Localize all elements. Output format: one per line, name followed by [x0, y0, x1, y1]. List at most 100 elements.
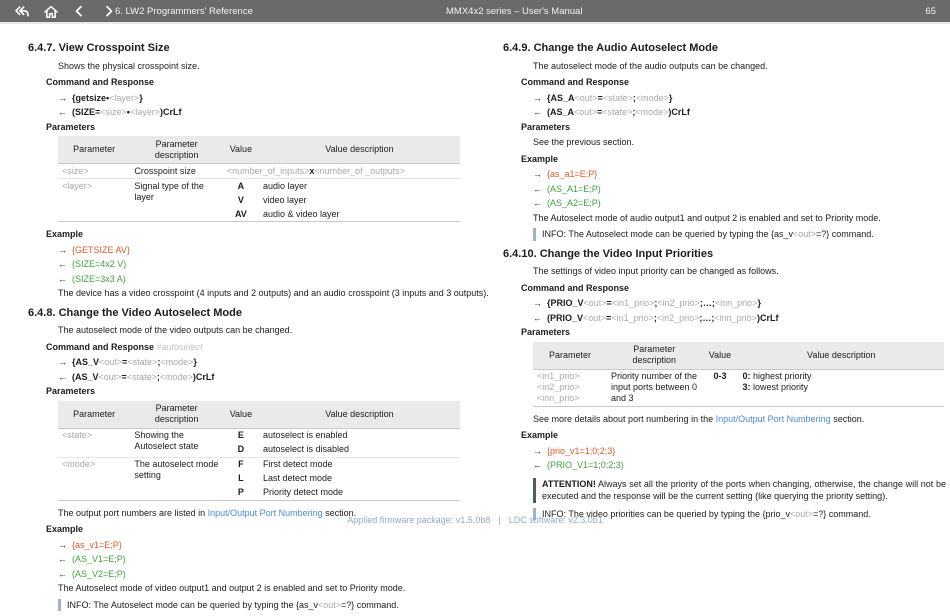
section-number: 6.4.9. [503, 42, 531, 54]
text-segment: • [126, 107, 130, 117]
text-segment: Always set all the priority of the ports… [542, 478, 946, 502]
autoselect-parameters-table: Parameter Parameter description Value Va… [58, 400, 460, 501]
param-desc-cell: Showing the Autoselect state [134, 430, 199, 451]
example-sent-line: → {GETSIZE AV} [58, 244, 462, 257]
value-cell: D [237, 444, 245, 454]
col-header-value-description: Value description [738, 341, 944, 370]
text-segment: ; [654, 298, 658, 308]
value-desc-cell: audio & video layer [262, 208, 340, 219]
text-segment: x [309, 165, 315, 176]
text-segment: <out> [99, 357, 123, 367]
text-segment: <out> [574, 107, 598, 117]
value-cell: A [222, 178, 259, 193]
text-segment: =?} command. [341, 599, 399, 610]
text-segment: <out> [318, 599, 342, 610]
example-received-line: ← (PRIO_V1=1;0;2;3) [533, 459, 946, 472]
text-segment: <in1_prio> [611, 298, 655, 308]
text-segment: } [668, 92, 673, 103]
text-segment: <layer> [109, 92, 140, 103]
inline-link[interactable]: Input/Output Port Numbering [207, 507, 323, 518]
command-line: → {PRIO_V<out>=<in1_prio>;<in2_prio>;…;<i… [533, 297, 946, 310]
hashtag-autoselect: #autoselect [156, 341, 203, 352]
command-syntax: {AS_V<out>=<state>;<mode>} [72, 357, 197, 367]
text-segment: <mode> [635, 92, 669, 103]
col-header-parameter: Parameter [533, 341, 607, 370]
sent-command-text: {GETSIZE AV} [72, 244, 130, 255]
example-sent-line: → {as_a1=E;P} [533, 168, 946, 181]
value-cell: P [237, 487, 244, 497]
info-bar [533, 228, 536, 241]
text-segment: 0: [742, 371, 751, 381]
arrow-right-icon: → [533, 298, 542, 308]
example-sent-line: → {as_v1=E;P} [58, 539, 462, 552]
param-cell: <in1_prio> <in2_prio> <inn_prio> [533, 369, 607, 406]
text-segment: =?} command. [813, 508, 871, 519]
section-title: Change the Video Input Priorities [539, 247, 714, 260]
param-cell: <layer> [58, 178, 131, 222]
section-number: 6.4.8. [28, 306, 56, 319]
value-desc-cell: Last detect mode [262, 473, 333, 483]
arrow-left-icon: ← [533, 312, 542, 323]
previous-page-icon[interactable] [72, 4, 88, 20]
home-icon[interactable] [43, 4, 59, 20]
sent-command-text: {as_v1=E;P} [72, 539, 122, 550]
footer-software-version: LDC software: v2.3.0b1 [508, 514, 603, 525]
text-segment: <out> [793, 229, 817, 239]
sent-command-text: {as_a1=E;P} [547, 169, 598, 179]
section-heading-648: 6.4.8. Change the Video Autoselect Mode [28, 307, 462, 320]
port-numbering-note: The output port numbers are listed in In… [58, 507, 462, 520]
col-header-value: Value [222, 136, 259, 164]
info-bar [533, 507, 536, 520]
example-received-line: ← (AS_V1=E;P) [58, 553, 462, 566]
text-segment: <out> [98, 371, 122, 382]
text-segment: <inn_prio> [714, 298, 758, 308]
footer-firmware-version: Applied firmware package: v1.5.0b8 [347, 514, 491, 525]
command-line: → {AS_V<out>=<state>;<mode>} [58, 356, 462, 369]
value-desc-line: 0: highest priority [742, 371, 940, 382]
value-desc-cell: autoselect is disabled [262, 444, 350, 454]
received-response-text: (PRIO_V1=1;0;2;3) [547, 460, 624, 470]
next-page-icon[interactable] [101, 4, 117, 20]
example-explanation: The Autoselect mode of video output1 and… [58, 583, 406, 593]
back-to-toc-icon[interactable] [14, 4, 30, 20]
text-segment: <state> [127, 357, 158, 367]
left-column: 6.4.7. View Crosspoint Size Shows the ph… [28, 42, 489, 616]
arrow-right-icon: → [58, 357, 67, 367]
value-desc-cell: video layer [262, 194, 307, 205]
col-header-value-description: Value description [258, 400, 460, 429]
received-response-text: (AS_A1=E;P) [547, 183, 601, 194]
section-number: 6.4.7. [28, 42, 56, 54]
arrow-left-icon: ← [58, 273, 67, 284]
viewer-topbar: 6. LW2 Programmers' Reference MMX4x2 ser… [0, 0, 950, 24]
text-segment: )CrLf [159, 107, 182, 117]
text-segment: <layer> [129, 107, 160, 117]
arrow-left-icon: ← [533, 107, 542, 117]
col-header-value-description: Value description [258, 136, 460, 164]
text-segment: ;…; [699, 312, 715, 323]
port-numbering-note: See more details about port numbering in… [533, 413, 946, 426]
table-row: <mode> The autoselect mode setting F Fir… [58, 456, 460, 500]
text-segment: <mode> [159, 371, 193, 382]
command-response-label: Command and Response [521, 282, 630, 293]
crosspoint-parameters-table: Parameter Parameter description Value Va… [58, 136, 460, 222]
param-cell: <size> [62, 165, 89, 176]
value-desc-cell: Priority detect mode [262, 487, 344, 497]
text-segment: <number_of_inputs> [226, 165, 310, 176]
value-cell: F [222, 456, 259, 472]
arrow-left-icon: ← [58, 107, 67, 117]
received-response-text: (SIZE=4x2 V) [72, 259, 127, 269]
text-segment: <in2_prio> [656, 312, 700, 323]
text-segment: = [597, 92, 603, 103]
command-response-label: Command and Response [46, 77, 155, 87]
arrow-left-icon: ← [533, 183, 542, 194]
text-segment: <state> [126, 371, 157, 382]
text-segment: section. [830, 413, 865, 424]
section-intro: The autoselect mode of the video outputs… [58, 325, 293, 335]
arrow-left-icon: ← [58, 371, 67, 382]
topbar-nav-icons [14, 0, 117, 24]
page-number: 65 [925, 6, 936, 17]
arrow-right-icon: → [58, 539, 67, 550]
example-received-line: ← (AS_V2=E;P) [58, 568, 462, 581]
text-segment: • [106, 92, 110, 103]
inline-link[interactable]: Input/Output Port Numbering [715, 413, 831, 424]
